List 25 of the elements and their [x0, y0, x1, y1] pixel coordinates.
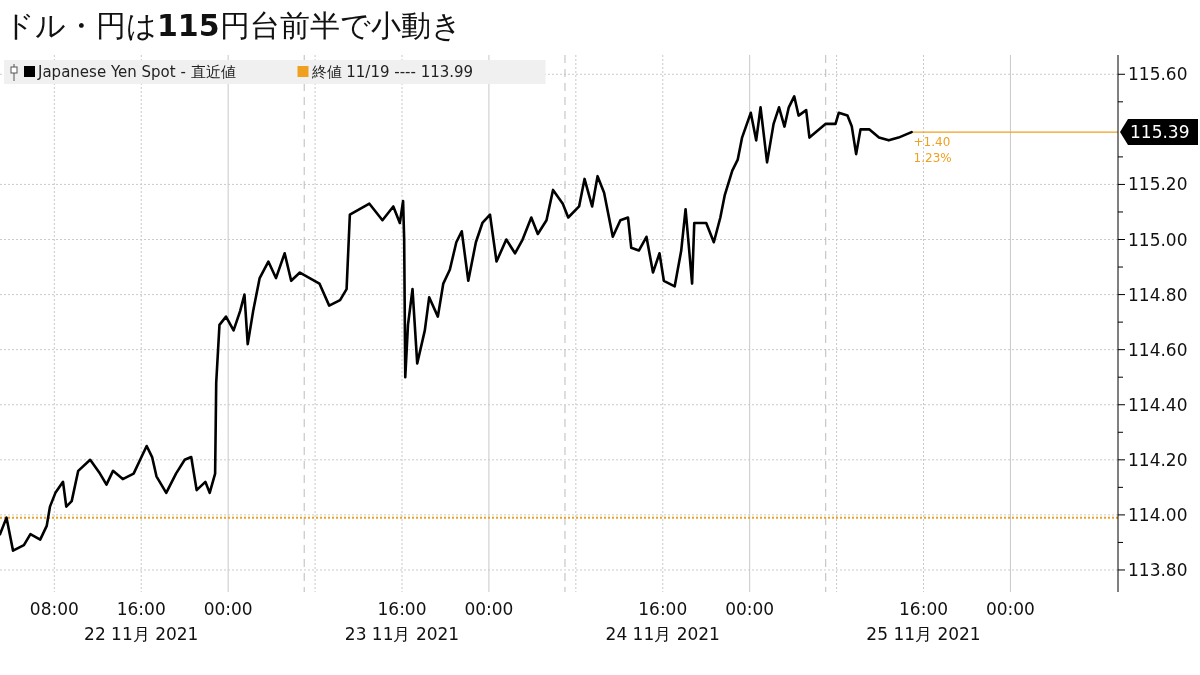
y-tick-label: 115.20: [1128, 174, 1188, 195]
x-tick-label: 16:00 25 11月 2021: [866, 599, 981, 644]
y-tick-label: 114.00: [1128, 504, 1188, 525]
x-tick-label: 16:00 24 11月 2021: [605, 599, 720, 644]
x-tick-label: 08:00: [29, 599, 79, 619]
legend-label: Japanese Yen Spot - 直近値: [37, 63, 236, 81]
ref-line-label: 115.39: [1130, 122, 1190, 143]
legend-label: 終値 11/19 ---- 113.99: [310, 63, 474, 81]
y-tick-label: 114.20: [1128, 449, 1188, 470]
line-series: [0, 95, 913, 552]
x-tick-label: 16:00 22 11月 2021: [84, 599, 199, 644]
y-tick-label: 113.80: [1128, 559, 1188, 580]
y-tick-label: 114.60: [1128, 339, 1188, 360]
x-tick-label: 00:00: [725, 599, 775, 619]
x-tick-label: 00:00: [464, 599, 514, 619]
chart-title: ドル・円は115円台前半で小動き: [4, 8, 462, 43]
y-tick-label: 115.00: [1128, 229, 1188, 250]
y-tick-label: 114.80: [1128, 284, 1188, 305]
x-tick-label: 00:00: [203, 599, 253, 619]
annotation: 1.23%: [913, 151, 952, 166]
x-tick-label: 16:00 23 11月 2021: [344, 599, 460, 644]
y-tick-label: 114.40: [1128, 394, 1188, 415]
annotation: +1.40: [913, 135, 951, 150]
x-tick-label: 00:00: [985, 599, 1035, 619]
y-tick-label: 115.60: [1128, 64, 1188, 85]
